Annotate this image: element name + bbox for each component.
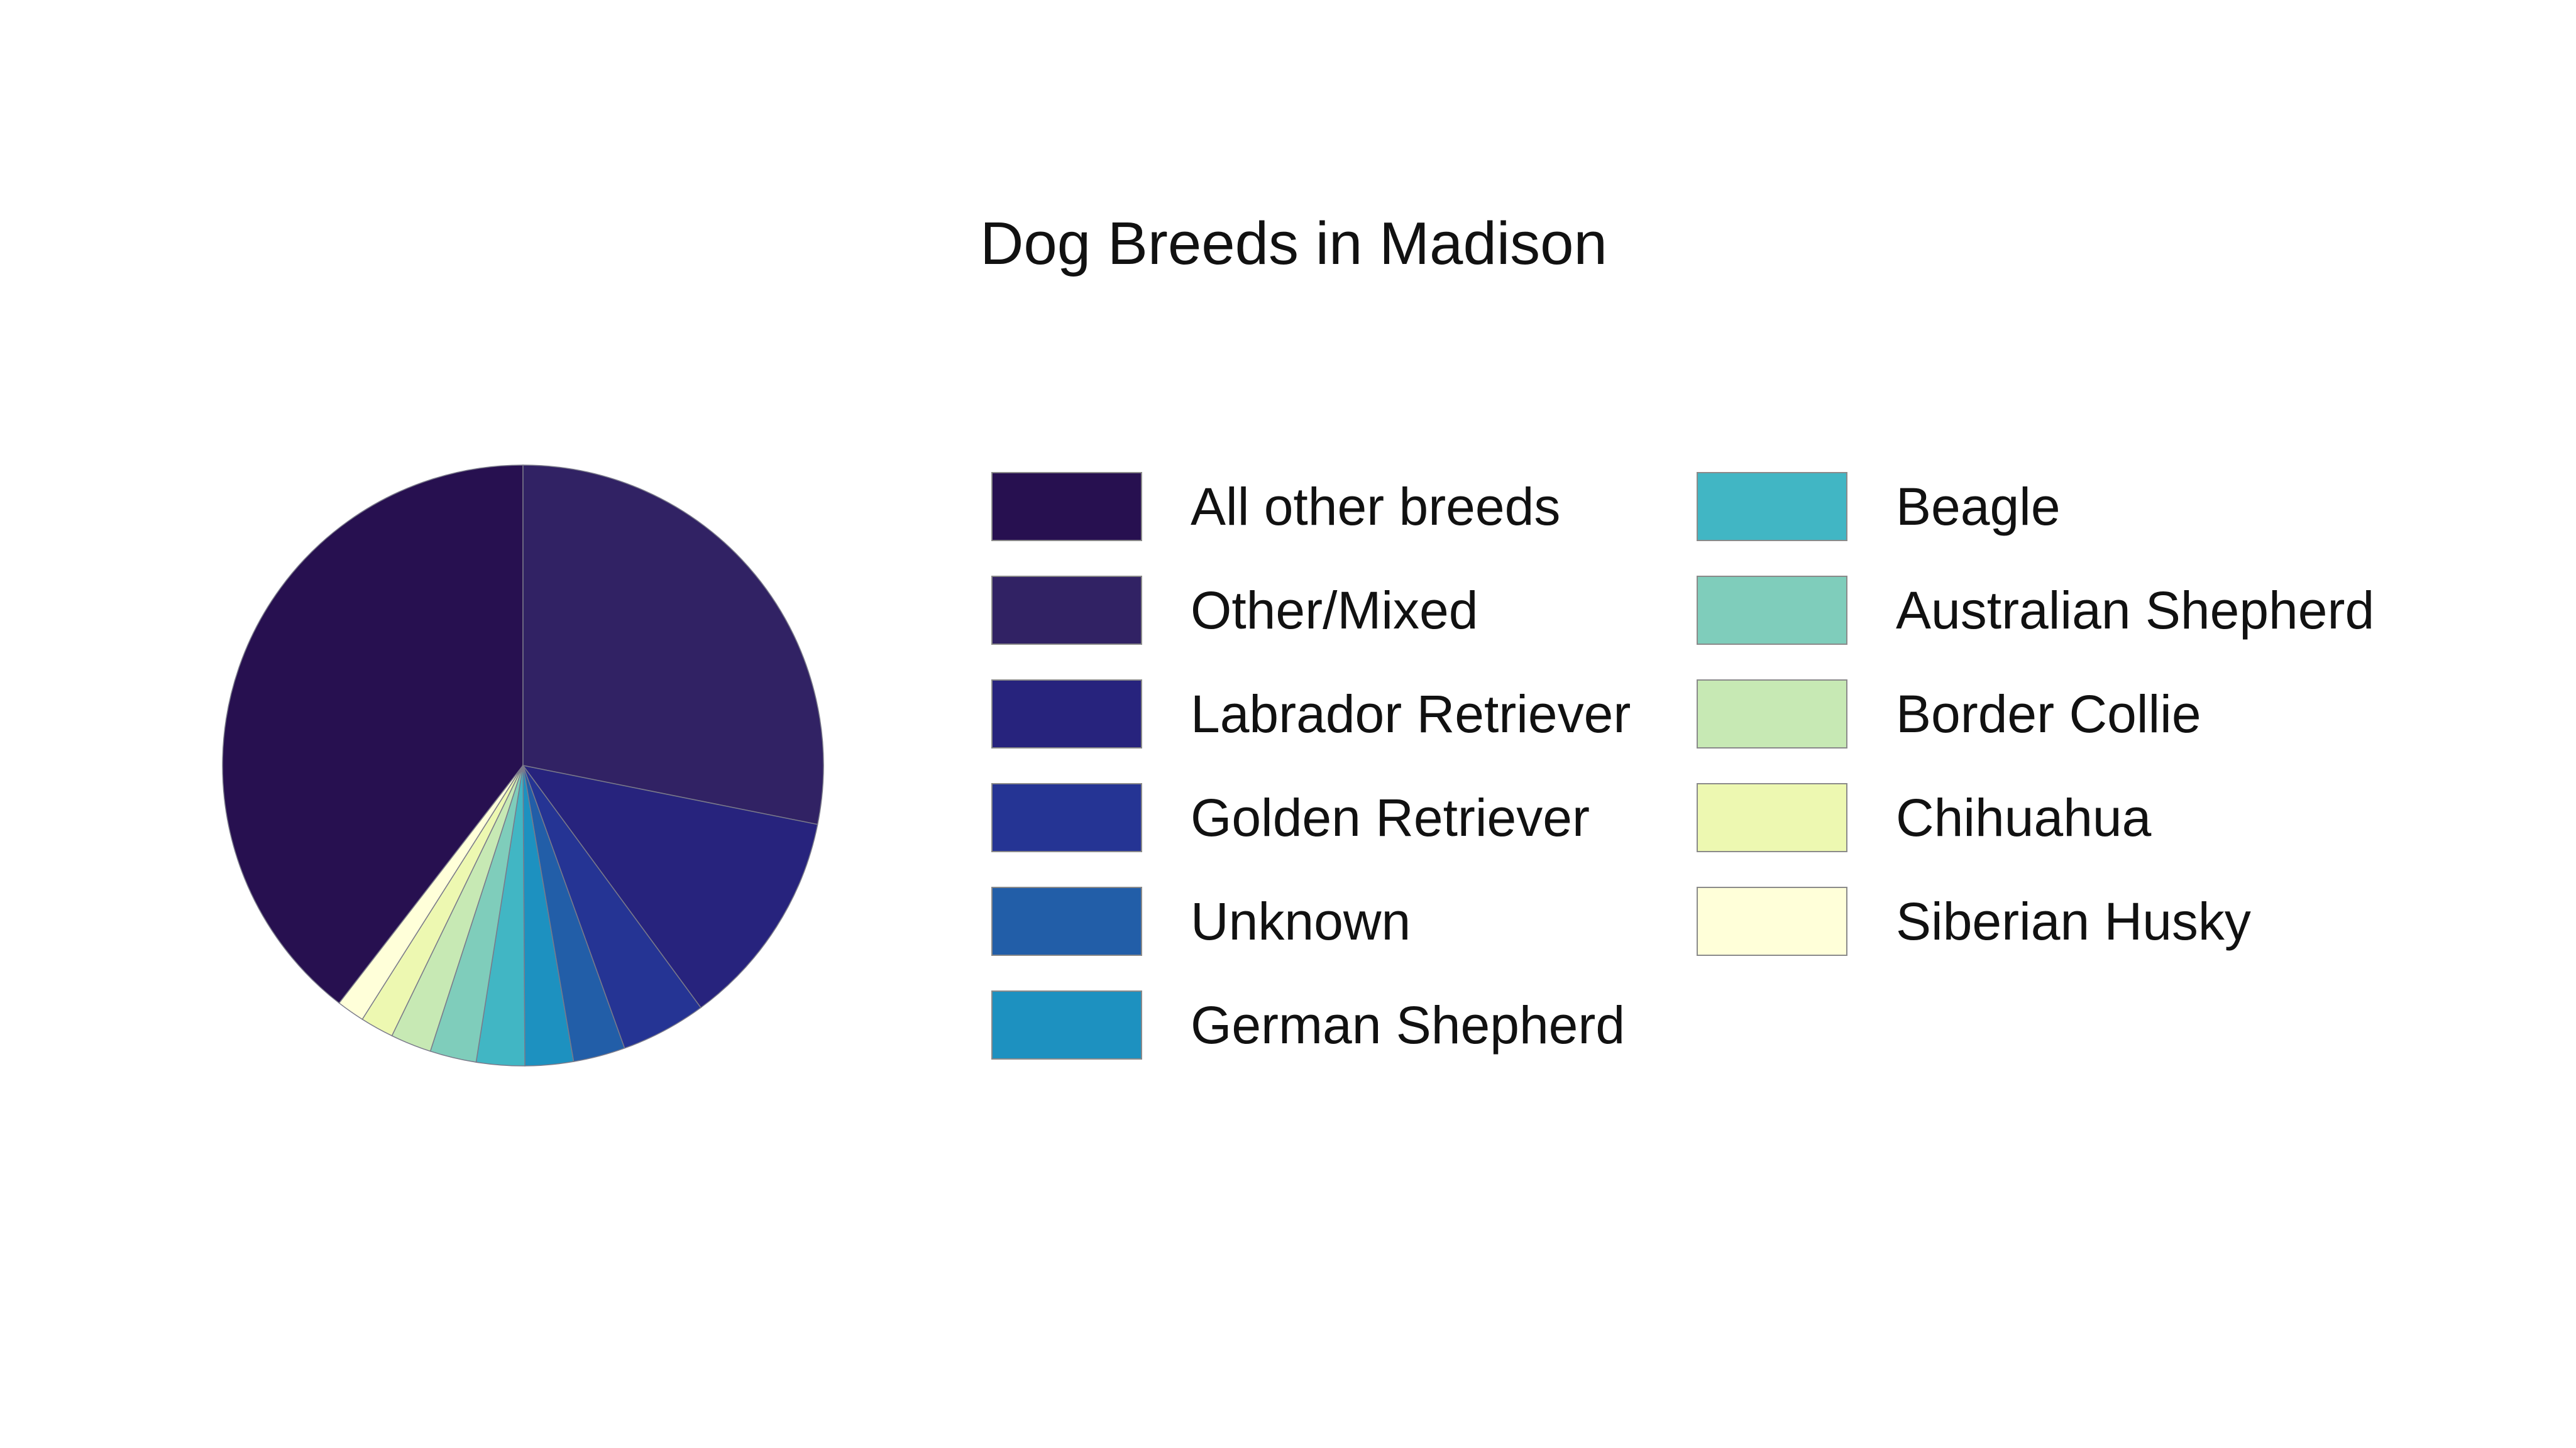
legend-swatch (991, 472, 1142, 541)
legend-item: Siberian Husky (1697, 887, 2251, 956)
legend-item: Border Collie (1697, 679, 2201, 749)
legend-label: Siberian Husky (1896, 892, 2251, 951)
legend-swatch (1697, 472, 1847, 541)
legend-swatch (1697, 679, 1847, 749)
legend-item: Golden Retriever (991, 783, 1590, 852)
legend-label: Chihuahua (1896, 788, 2152, 847)
pie-slice-labrador-retriever (522, 764, 818, 1009)
legend-item: Beagle (1697, 472, 2061, 541)
legend-swatch (991, 990, 1142, 1060)
legend-swatch (991, 887, 1142, 956)
pie-slice-all-other-breeds (222, 464, 524, 1004)
legend-label: Other/Mixed (1191, 581, 1478, 640)
legend-label: Australian Shepherd (1896, 581, 2374, 640)
legend-label: Beagle (1896, 477, 2061, 536)
pie-slice-other-mixed (522, 464, 824, 825)
legend-item: Other/Mixed (991, 576, 1478, 645)
legend-label: Golden Retriever (1191, 788, 1590, 847)
legend-swatch (991, 679, 1142, 749)
legend-swatch (1697, 576, 1847, 645)
legend-item: All other breeds (991, 472, 1560, 541)
legend-swatch (1697, 887, 1847, 956)
pie-slice-siberian-husky (338, 765, 524, 1020)
pie-slices (222, 464, 824, 1067)
legend-swatch (991, 576, 1142, 645)
legend-swatch (991, 783, 1142, 852)
legend-label: Border Collie (1896, 684, 2201, 743)
legend-item: German Shepherd (991, 990, 1625, 1060)
legend-label: Labrador Retriever (1191, 684, 1631, 743)
legend-item: Australian Shepherd (1697, 576, 2374, 645)
legend-swatch (1697, 783, 1847, 852)
legend-item: Unknown (991, 887, 1411, 956)
legend-label: All other breeds (1191, 477, 1560, 536)
chart-title: Dog Breeds in Madison (980, 210, 1607, 277)
legend-item: Chihuahua (1697, 783, 2152, 852)
legend: All other breeds Other/Mixed Labrador Retr… (991, 472, 2374, 1060)
legend-label: German Shepherd (1191, 996, 1625, 1055)
legend-label: Unknown (1191, 892, 1411, 951)
legend-item: Labrador Retriever (991, 679, 1631, 749)
